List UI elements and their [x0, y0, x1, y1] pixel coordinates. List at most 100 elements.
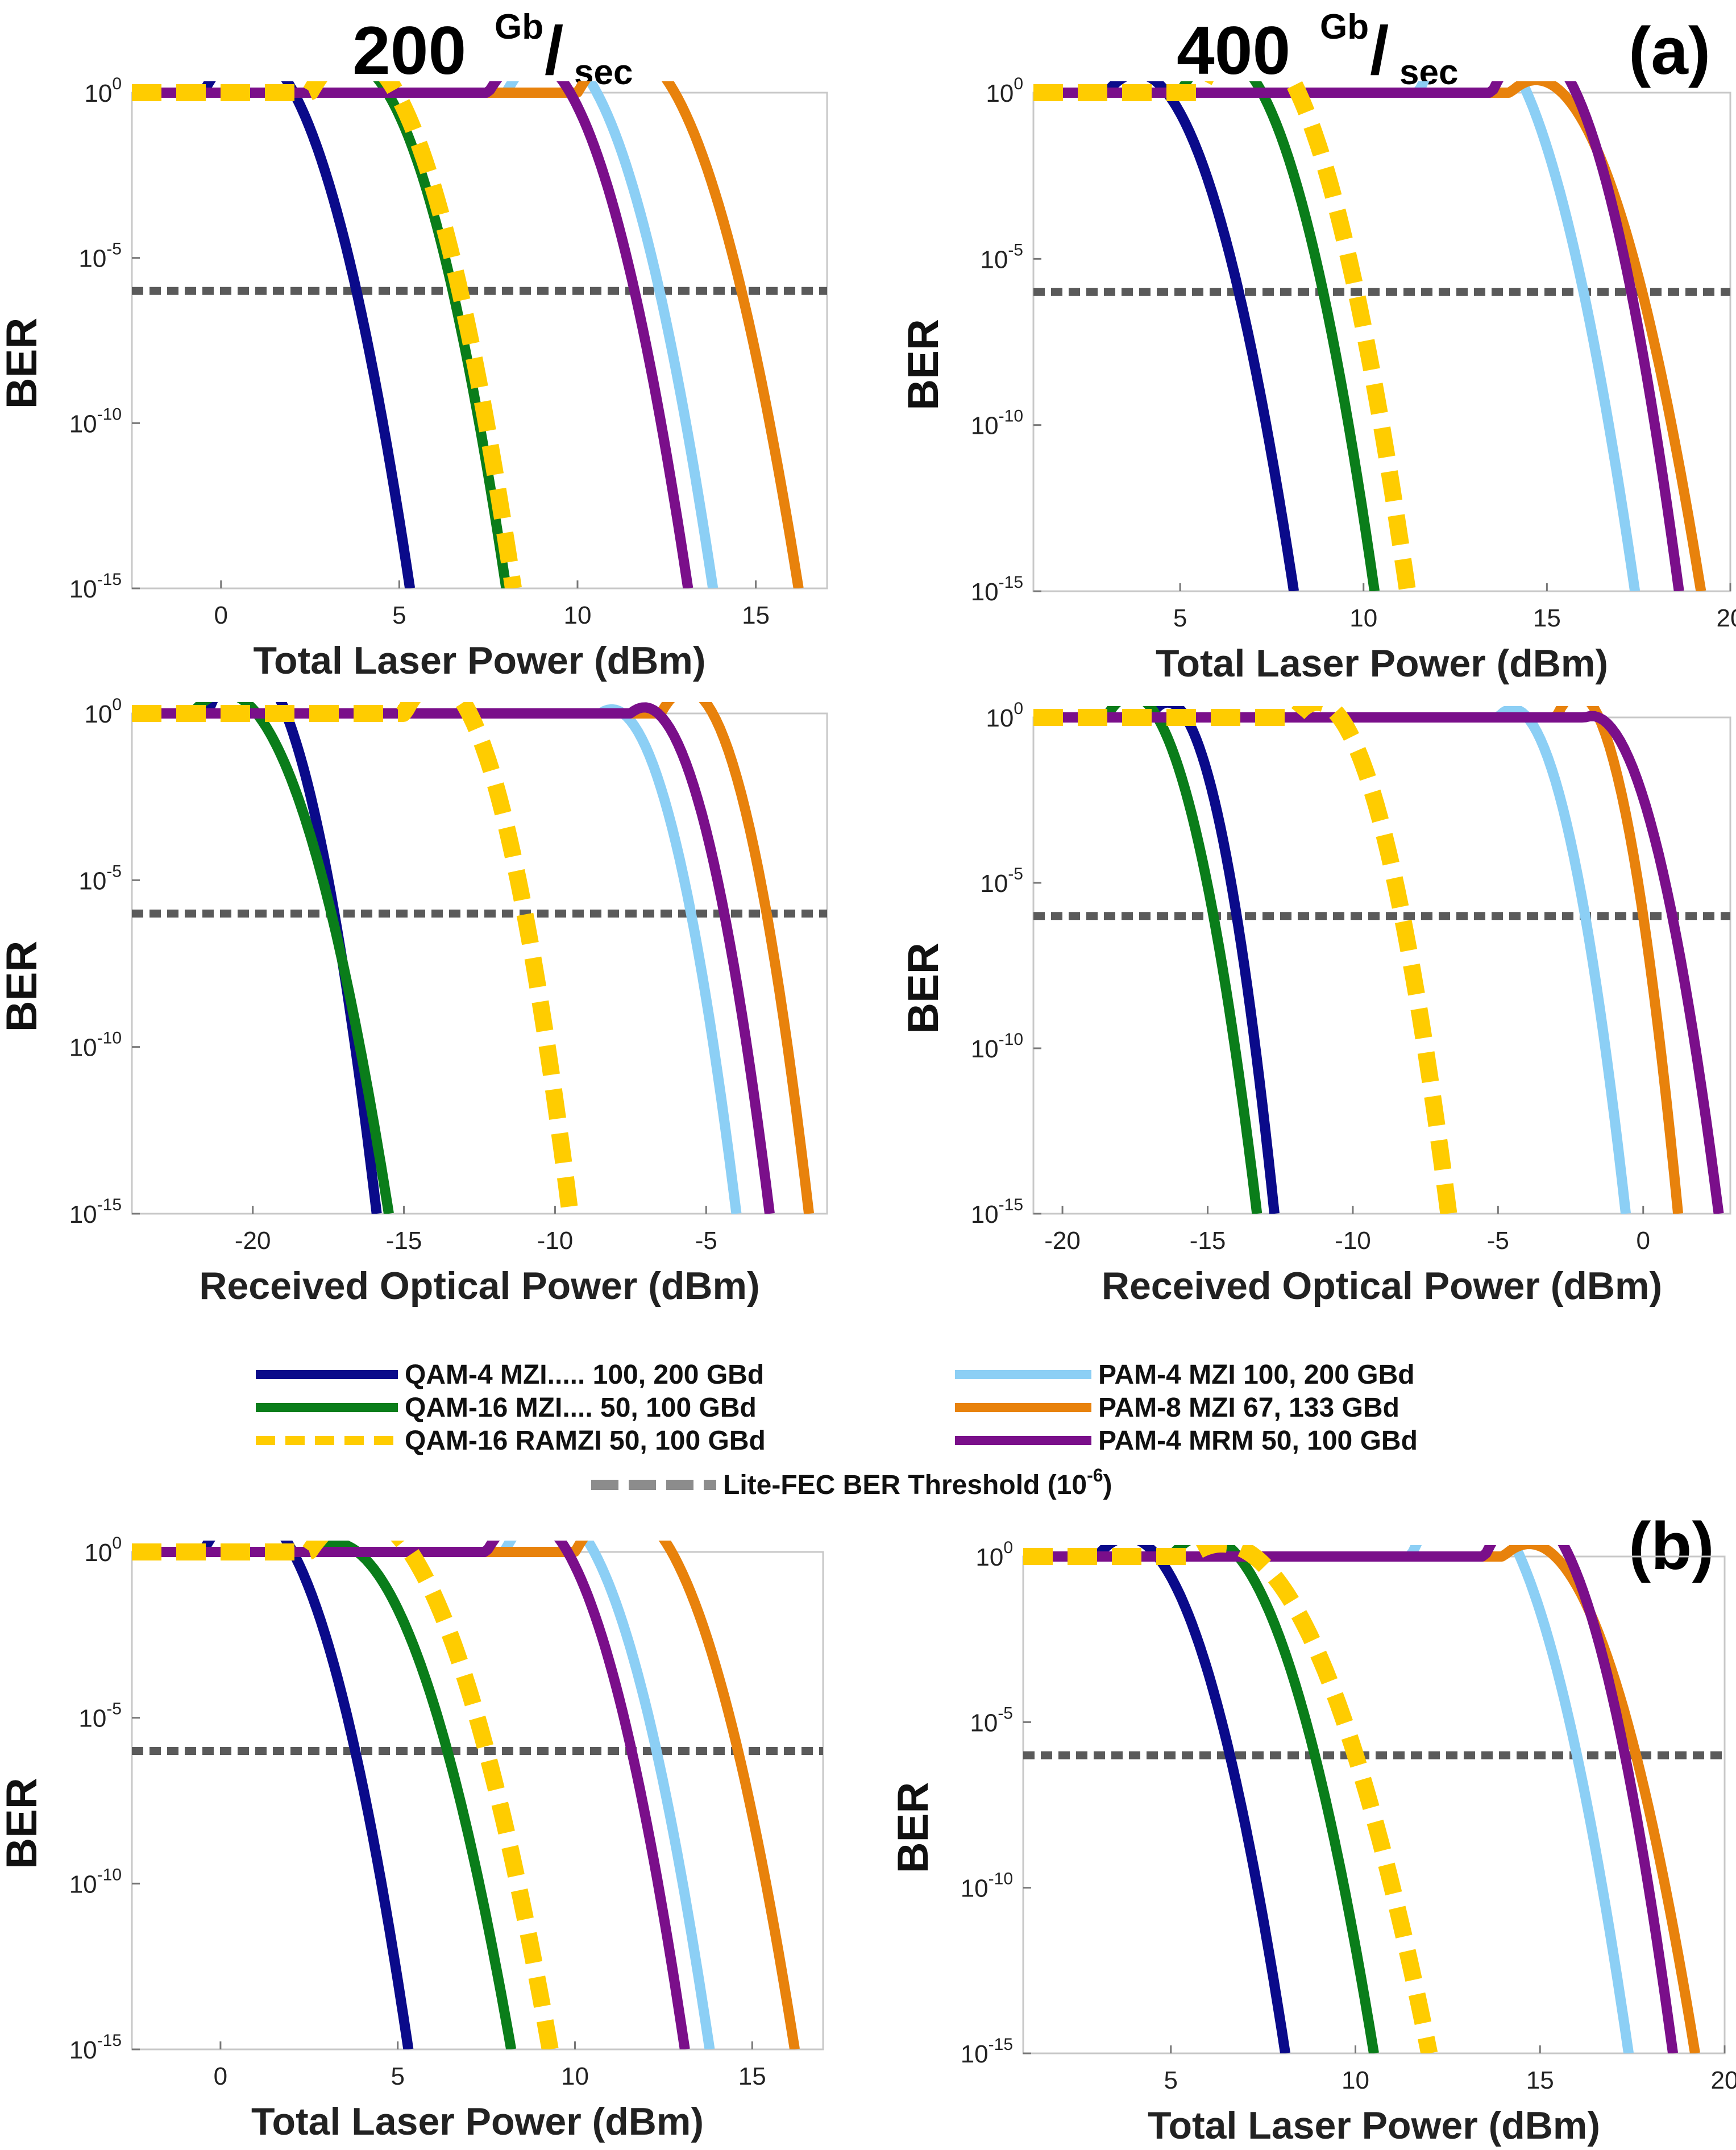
x-tick-label: 5 [391, 2062, 404, 2090]
y-tick-label: 100 [84, 1534, 122, 1567]
series-line-pam-8-mzi [1033, 706, 1684, 1214]
legend: QAM-4 MZI..... 100, 200 GBd QAM-16 MZI..… [256, 1360, 1418, 1500]
y-tick-label: 10-15 [69, 1196, 122, 1228]
y-axis-label: BER [0, 318, 46, 409]
y-tick-label: 10-10 [961, 1870, 1013, 1903]
series-line-pam-4-mzi [1033, 81, 1641, 591]
series-line-qam-4-mzi [132, 1541, 414, 2049]
chart-b2-400g-laser: 100 10-5 10-10 10-15 5 10 15 20 Total Laser Powe… [889, 1538, 1736, 2147]
legend-label-pam8-mzi: PAM-8 MZI 67, 133 GBd [1098, 1393, 1399, 1423]
x-tick-label: -15 [386, 1227, 422, 1255]
title-400g-sup: Gb [1320, 7, 1369, 47]
x-tick-label: -15 [1190, 1227, 1226, 1255]
y-tick-label: 10-15 [971, 573, 1023, 606]
x-axis-label: Received Optical Power (dBm) [199, 1264, 759, 1308]
y-tick-label: 100 [986, 699, 1023, 732]
x-tick-label: 15 [1533, 604, 1561, 632]
x-tick-label: -20 [1044, 1227, 1081, 1255]
chart-a4-400g-received: 100 10-5 10-10 10-15 -20 -15 -10 -5 0 Received Op… [899, 699, 1731, 1308]
x-tick-label: 15 [1526, 2066, 1554, 2094]
y-tick-label: 10-15 [961, 2035, 1013, 2068]
series-line-qam-16-mzi [1033, 706, 1262, 1214]
y-tick-label: 10-15 [971, 1196, 1023, 1228]
legend-label-pam4-mzi: PAM-4 MZI 100, 200 GBd [1098, 1360, 1415, 1390]
title-400g-sub: sec [1399, 53, 1458, 92]
x-tick-label: 0 [214, 2062, 227, 2090]
y-tick-label: 10-10 [971, 1030, 1023, 1063]
series-line-qam-16-ramzi [132, 1541, 559, 2049]
series-line-qam-4-mzi [132, 81, 416, 588]
legend-label-qam4-mzi: QAM-4 MZI..... 100, 200 GBd [405, 1360, 764, 1390]
x-tick-label: 0 [214, 601, 228, 629]
series-line-pam-8-mzi [132, 702, 815, 1214]
y-tick-label: 10-10 [69, 405, 122, 438]
x-tick-label: 15 [742, 601, 770, 629]
y-tick-label: 100 [84, 695, 122, 728]
legend-label-qam16-mzi: QAM-16 MZI.... 50, 100 GBd [405, 1393, 757, 1423]
x-tick-label: 10 [1349, 604, 1377, 632]
title-400g: 400 Gb / sec [1177, 7, 1458, 92]
legend-threshold-end: ) [1103, 1470, 1112, 1500]
x-tick-label: -20 [235, 1227, 271, 1255]
x-tick-label: -5 [695, 1227, 717, 1255]
title-200g-number: 200 [352, 13, 466, 89]
title-200g-sup: Gb [495, 7, 543, 47]
series-line-pam-4-mzi [1023, 1545, 1634, 2053]
plot-frame [131, 92, 828, 590]
plot-frame [131, 1551, 824, 2051]
series-line-qam-16-mzi [132, 702, 394, 1214]
legend-threshold-main: Lite-FEC BER Threshold (10 [723, 1470, 1087, 1500]
y-tick-label: 10-10 [971, 407, 1023, 440]
series-line-pam-4-mzi [1033, 706, 1631, 1214]
y-axis-label: BER [0, 941, 46, 1032]
series-line-qam-4-mzi [1033, 706, 1280, 1214]
series-line-qam-16-ramzi [1023, 1545, 1438, 2053]
x-tick-label: 0 [1637, 1227, 1650, 1255]
series-line-pam-4-mzi [132, 81, 719, 588]
chart-b1-200g-laser: 100 10-5 10-10 10-15 0 5 10 15 Total Laser Power… [0, 1534, 824, 2143]
panel-tag-b: (b) [1629, 1509, 1714, 1584]
series-line-pam-4-mzi [132, 704, 742, 1214]
x-axis-label: Total Laser Power (dBm) [251, 2100, 704, 2143]
x-axis-label: Total Laser Power (dBm) [1156, 642, 1608, 685]
title-400g-slash: / [1370, 13, 1389, 89]
y-tick-label: 10-15 [69, 2031, 122, 2064]
chart-a3-200g-received: 100 10-5 10-10 10-15 -20 -15 -10 -5 Received Opt… [0, 695, 828, 1308]
legend-label-threshold: Lite-FEC BER Threshold (10-6) [723, 1465, 1112, 1500]
x-tick-label: 15 [738, 2062, 766, 2090]
y-axis-label: BER [899, 943, 948, 1034]
series-line-pam-4-mrm [132, 1541, 690, 2049]
x-tick-label: 5 [1173, 604, 1187, 632]
x-axis-label: Total Laser Power (dBm) [1148, 2104, 1600, 2147]
x-tick-label: -5 [1487, 1227, 1509, 1255]
chart-a2-400g-laser: 100 10-5 10-10 10-15 5 10 15 20 Total Laser Powe… [899, 74, 1736, 685]
x-axis-label: Total Laser Power (dBm) [254, 639, 706, 682]
x-tick-label: 5 [392, 601, 406, 629]
x-tick-label: 20 [1711, 2066, 1736, 2094]
legend-label-pam4-mrm: PAM-4 MRM 50, 100 GBd [1098, 1426, 1418, 1456]
title-200g-slash: / [545, 13, 563, 89]
chart-a1-200g-laser: 100 10-5 10-10 10-15 0 5 10 15 Total Laser Power… [0, 74, 828, 682]
y-tick-label: 10-5 [78, 240, 122, 273]
y-axis-label: BER [899, 319, 948, 410]
y-tick-label: 10-15 [69, 570, 122, 603]
y-tick-label: 10-5 [980, 865, 1023, 898]
y-tick-label: 100 [84, 74, 122, 107]
series-line-qam-16-ramzi [132, 702, 579, 1214]
series-line-qam-4-mzi [1033, 81, 1299, 591]
x-tick-label: 10 [563, 601, 591, 629]
y-tick-label: 10-5 [980, 240, 1023, 273]
y-tick-label: 10-5 [78, 1700, 122, 1733]
x-axis-label: Received Optical Power (dBm) [1102, 1264, 1662, 1308]
y-tick-label: 100 [975, 1538, 1013, 1571]
y-tick-label: 10-5 [970, 1704, 1013, 1737]
series-line-pam-4-mrm [132, 702, 775, 1214]
x-tick-label: 20 [1717, 604, 1736, 632]
legend-threshold-exp: -6 [1087, 1465, 1103, 1485]
x-tick-label: 10 [561, 2062, 589, 2090]
x-tick-label: 10 [1342, 2066, 1369, 2094]
y-tick-label: 10-10 [69, 1865, 122, 1898]
y-axis-label: BER [889, 1782, 937, 1873]
series-line-pam-4-mzi [132, 1541, 715, 2049]
